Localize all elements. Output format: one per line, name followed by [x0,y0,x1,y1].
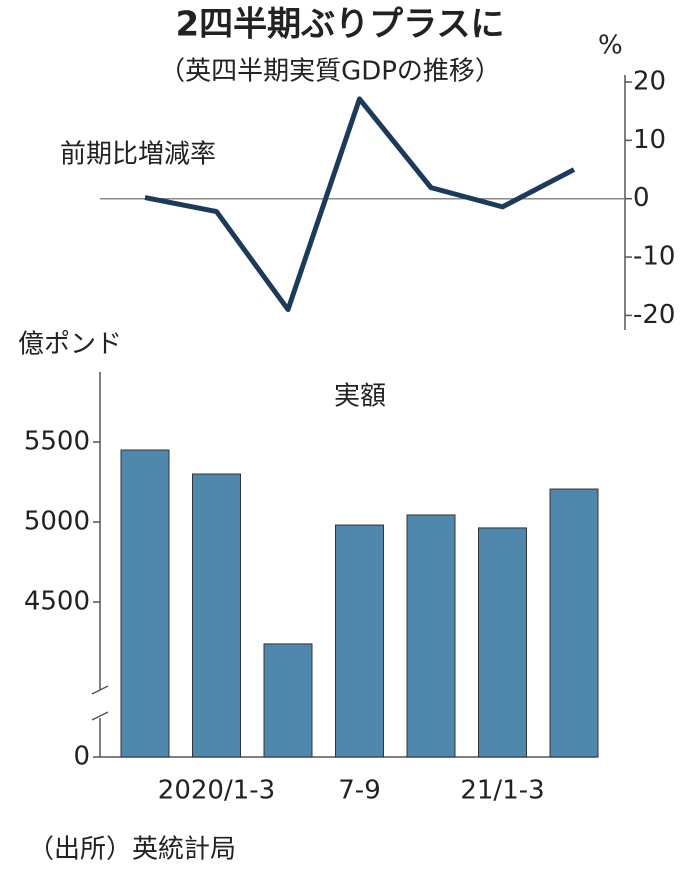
x-tick-label: 2020/1-3 [158,776,275,806]
bar [192,473,241,758]
y-tick-label: 4500 [24,587,90,617]
bar [549,488,599,758]
bar [478,527,527,758]
bar-unit: 億ポンド [18,330,122,360]
axis-break [91,685,109,695]
y-tick-label: 10 [633,125,666,155]
bar [335,524,384,758]
axis-break [91,711,109,721]
bar-label: 実額 [334,382,386,412]
x-tick-label: 7-9 [338,776,380,806]
y-tick-label: 0 [73,742,90,772]
y-tick-label: 5500 [24,427,90,457]
bar [120,449,170,758]
y-tick-label: 0 [633,183,650,213]
bar [406,514,456,758]
y-tick-label: 5000 [24,507,90,537]
chart-title: 2四半期ぶりプラスに [176,5,505,45]
source: （出所）英統計局 [28,835,236,865]
chart-subtitle: （英四半期実質GDPの推移） [159,57,501,87]
y-tick-label: -10 [633,242,675,272]
y-tick-label: 20 [633,67,666,97]
x-tick-label: 21/1-3 [460,776,544,806]
line-unit: % [598,31,623,61]
data-line [144,96,576,313]
line-label: 前期比増減率 [60,140,216,170]
y-tick-label: -20 [633,300,675,330]
bar [263,643,313,758]
